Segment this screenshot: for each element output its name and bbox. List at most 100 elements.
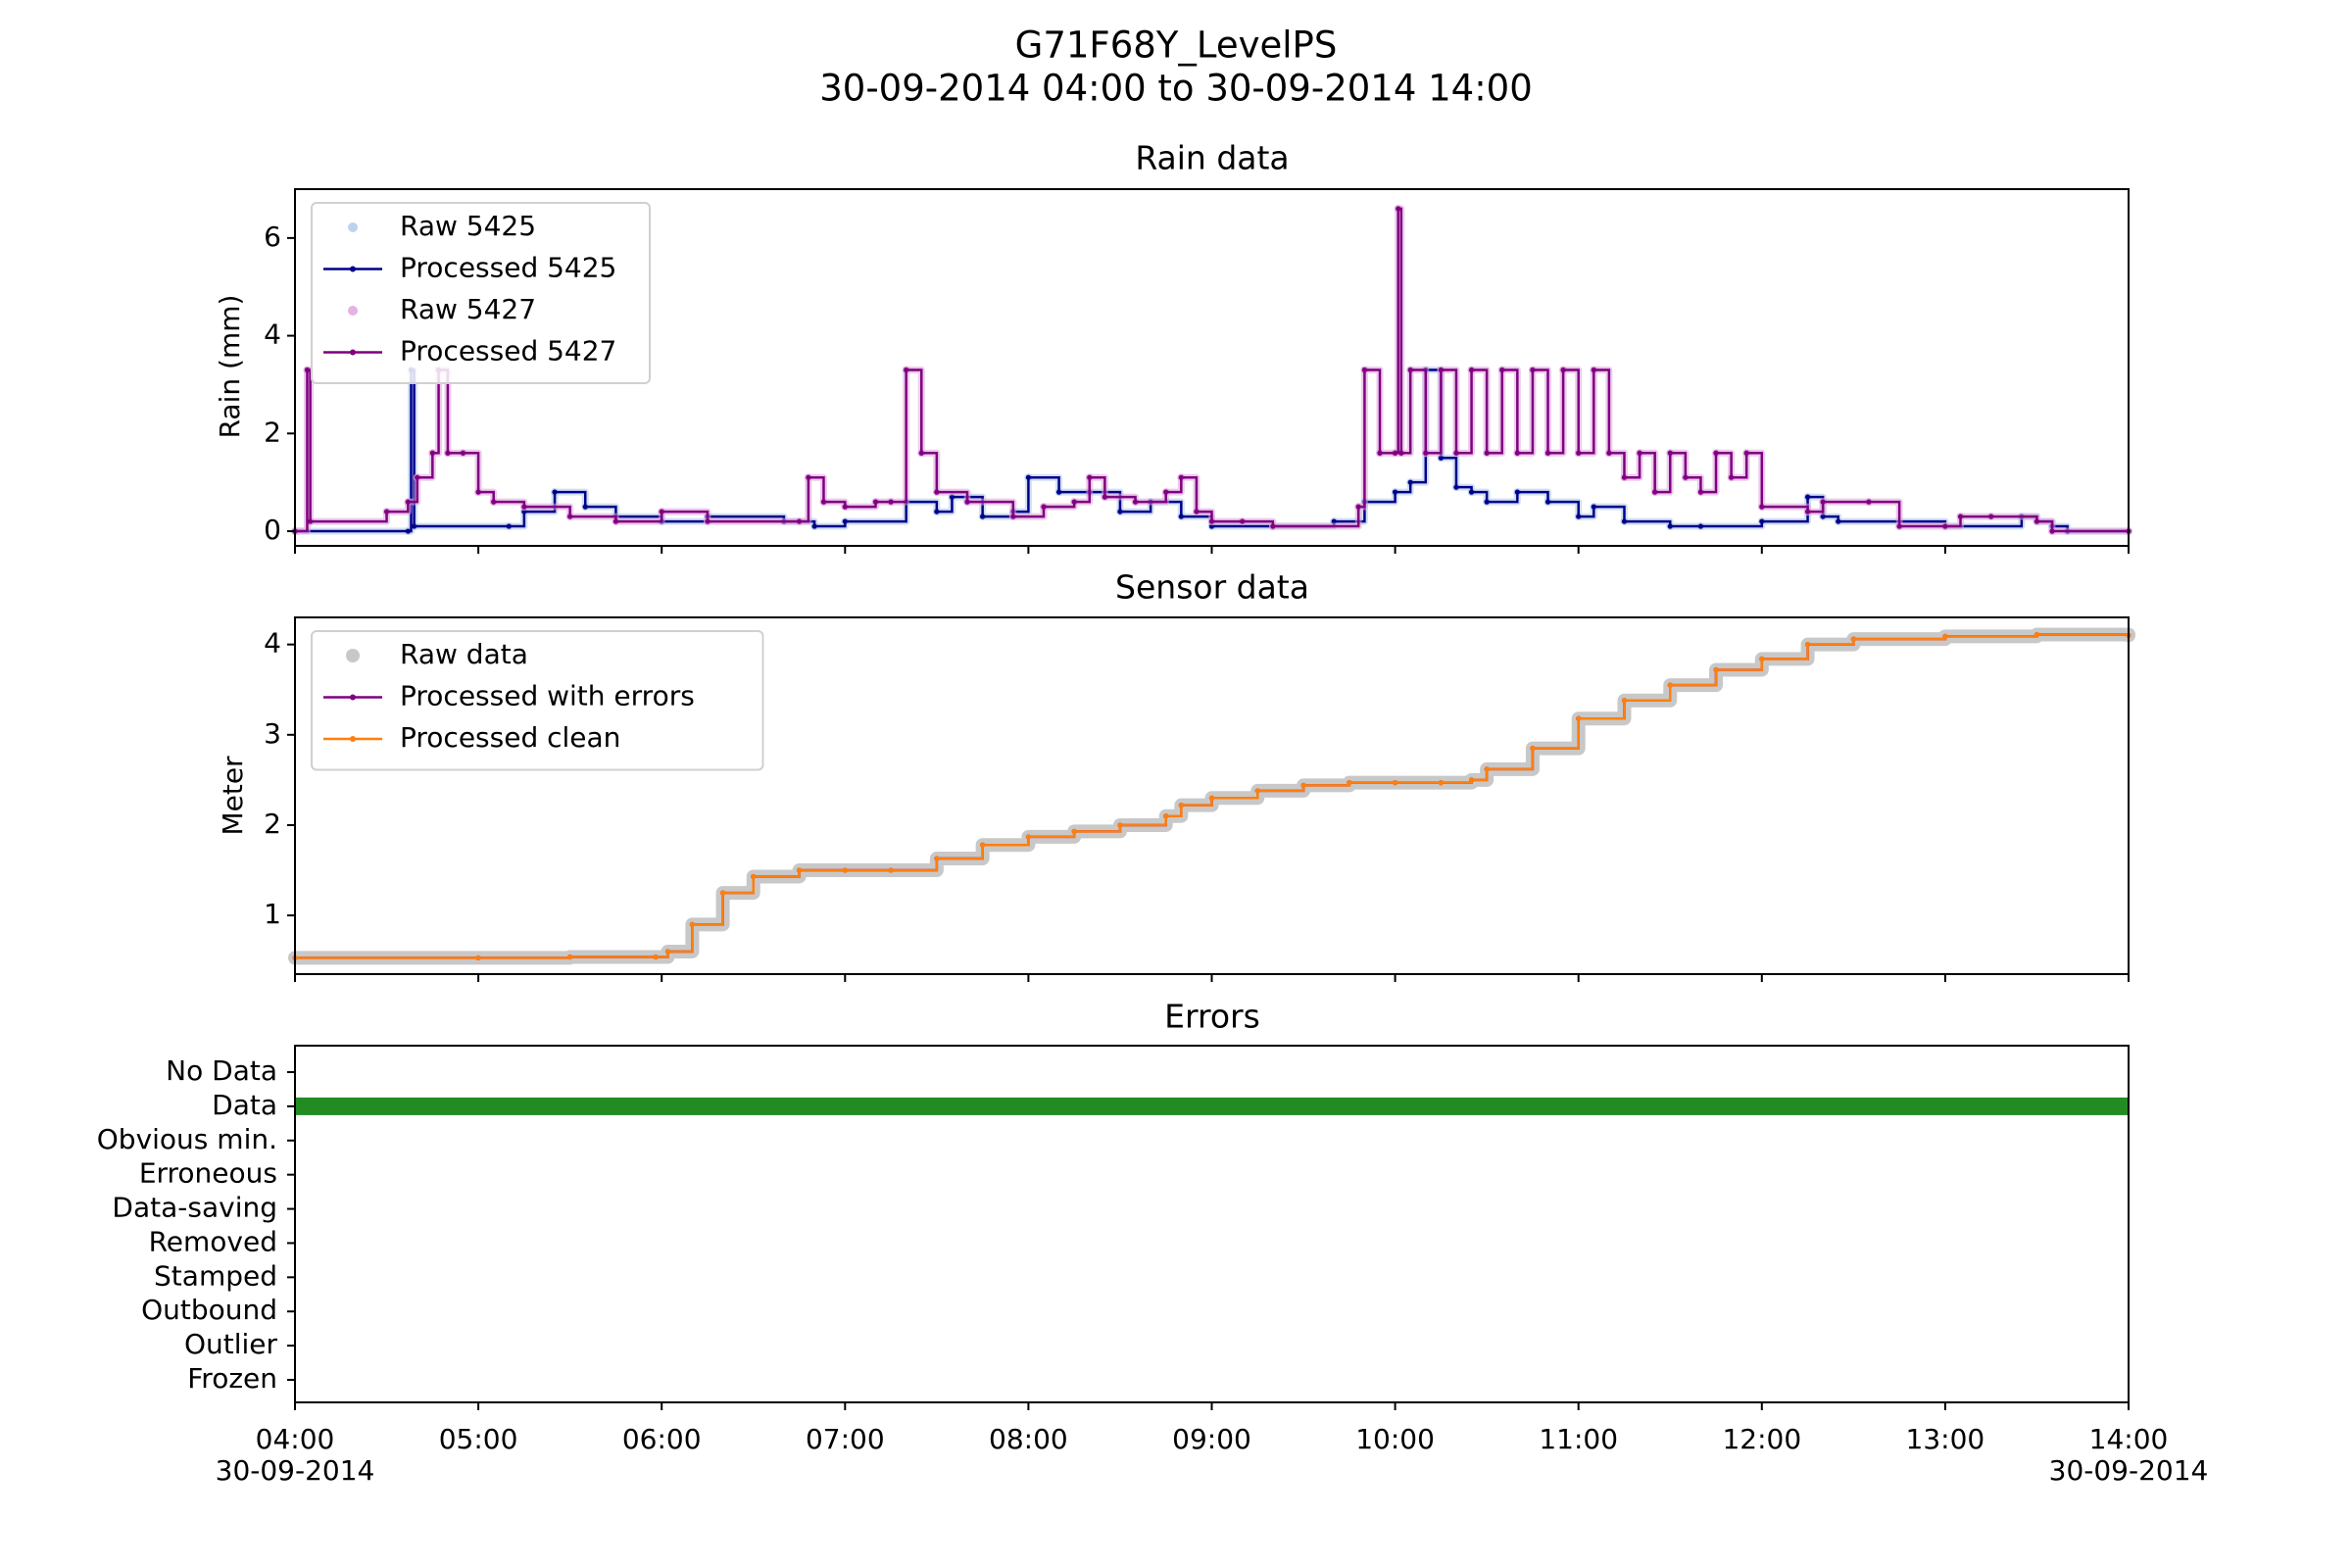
rain-panel: Rain data Rain (mm) 0 2 4 6 Raw 5425 Process…	[214, 139, 2132, 554]
y-tick-label: 0	[264, 514, 281, 546]
processed-clean-point	[1804, 642, 1811, 648]
processed-5427-point	[460, 450, 466, 456]
error-category-label: No Data	[166, 1054, 277, 1087]
processed-5427-point	[1208, 518, 1215, 524]
processed-5425-point	[1697, 523, 1704, 529]
legend-label: Raw 5425	[400, 210, 536, 242]
processed-5427-point	[1713, 450, 1719, 456]
y-tick-label: 3	[264, 717, 281, 750]
processed-clean-point	[1713, 666, 1719, 673]
processed-clean-point	[1117, 822, 1123, 828]
processed-clean-point	[689, 921, 695, 927]
processed-5427-point	[842, 504, 848, 510]
sensor-plot-area	[288, 627, 2135, 965]
processed-5425-point	[1621, 518, 1628, 524]
error-category-label: Frozen	[187, 1362, 277, 1395]
processed-clean-point	[796, 867, 803, 873]
processed-clean-point	[1621, 698, 1628, 704]
legend-marker-swatch	[350, 266, 356, 272]
processed-clean-point	[1071, 828, 1077, 835]
processed-5427-point	[1087, 474, 1093, 480]
legend-entry-raw-5425: Raw 5425	[348, 210, 536, 242]
processed-5427-point	[1484, 450, 1490, 456]
processed-clean-point	[1025, 834, 1031, 840]
processed-5427-point	[1041, 504, 1047, 510]
processed-5427-point	[1820, 499, 1826, 505]
processed-5425-point	[1055, 489, 1062, 495]
processed-5427-point	[429, 450, 435, 456]
processed-5427-point	[1240, 518, 1246, 524]
error-category-label: Obvious min.	[97, 1123, 277, 1155]
processed-5427-point	[904, 367, 909, 373]
processed-5427-point	[1071, 499, 1077, 505]
processed-clean-point	[1163, 813, 1169, 819]
sensor-panel-title: Sensor data	[1115, 568, 1309, 607]
processed-5427-point	[1407, 367, 1413, 373]
processed-5427-point	[612, 518, 619, 524]
processed-5425-point	[1804, 494, 1811, 500]
error-category-label: Erroneous	[139, 1157, 277, 1190]
processed-5425-point	[1453, 484, 1459, 490]
rain-panel-title: Rain data	[1135, 139, 1289, 177]
processed-5427-point	[405, 499, 411, 505]
processed-5427-point	[1591, 367, 1596, 373]
processed-5427-point	[1866, 499, 1872, 505]
legend-entry-processed-with-errors: Processed with errors	[323, 680, 695, 712]
y-tick-label: 2	[264, 808, 281, 840]
sensor-y-axis-label: Meter	[217, 756, 249, 836]
y-tick-label: 2	[264, 416, 281, 448]
processed-5425-point	[1025, 474, 1031, 480]
processed-clean-point	[719, 890, 726, 896]
x-tick-label: 06:00	[622, 1423, 702, 1455]
processed-5425-point	[842, 518, 848, 524]
processed-clean-point	[567, 954, 573, 960]
processed-5425-point	[1178, 514, 1184, 519]
processed-clean-point	[475, 955, 481, 961]
processed-5425-point	[1759, 518, 1765, 524]
processed-5427-point	[1988, 514, 1994, 519]
processed-5425-point	[1407, 479, 1413, 485]
sensor-x-ticks	[294, 974, 2130, 982]
processed-5427-point	[1652, 489, 1658, 495]
x-tick-label: 07:00	[806, 1423, 885, 1455]
processed-5425-point	[506, 523, 512, 529]
legend-marker-swatch	[350, 694, 356, 701]
processed-5427-point	[2049, 528, 2055, 534]
processed-5427-point	[475, 489, 481, 495]
error-category-label: Stamped	[154, 1259, 277, 1292]
processed-5427-point	[1729, 474, 1735, 480]
processed-clean-point	[1300, 782, 1306, 789]
processed-5427-point	[918, 450, 924, 456]
processed-5425-point	[949, 494, 956, 500]
legend-entry-processed-clean: Processed clean	[323, 721, 620, 754]
processed-5427-point	[806, 474, 811, 480]
processed-5427-point	[1514, 450, 1520, 456]
processed-5425-point	[1591, 504, 1596, 510]
legend-label: Processed with errors	[400, 680, 695, 712]
error-category-label: Data	[212, 1089, 277, 1121]
processed-5425-point	[412, 523, 417, 529]
processed-clean-point	[1576, 715, 1582, 721]
processed-5427-point	[2034, 518, 2040, 524]
processed-5427-line	[295, 207, 2129, 533]
processed-5427-point	[1697, 489, 1704, 495]
processed-5427-point	[1010, 514, 1016, 519]
legend-marker-swatch	[348, 306, 358, 316]
processed-5425-point	[1484, 499, 1490, 505]
processed-clean-series	[292, 631, 2132, 961]
processed-clean-point	[1667, 682, 1673, 688]
processed-5427-point	[1163, 489, 1169, 495]
x-last-date-label: 30-09-2014	[2049, 1454, 2209, 1487]
processed-5427-point	[1396, 206, 1401, 212]
processed-5427-point	[1468, 367, 1475, 373]
processed-5427-point	[307, 518, 314, 524]
processed-5425-point	[1117, 509, 1123, 514]
processed-clean-line	[295, 633, 2131, 959]
processed-clean-point	[934, 856, 940, 861]
processed-5427-point	[1102, 494, 1107, 500]
processed-5427-point	[1606, 450, 1612, 456]
processed-5427-point	[491, 499, 497, 505]
processed-5427-point	[705, 518, 710, 524]
legend-entry-raw-data: Raw data	[346, 638, 528, 670]
